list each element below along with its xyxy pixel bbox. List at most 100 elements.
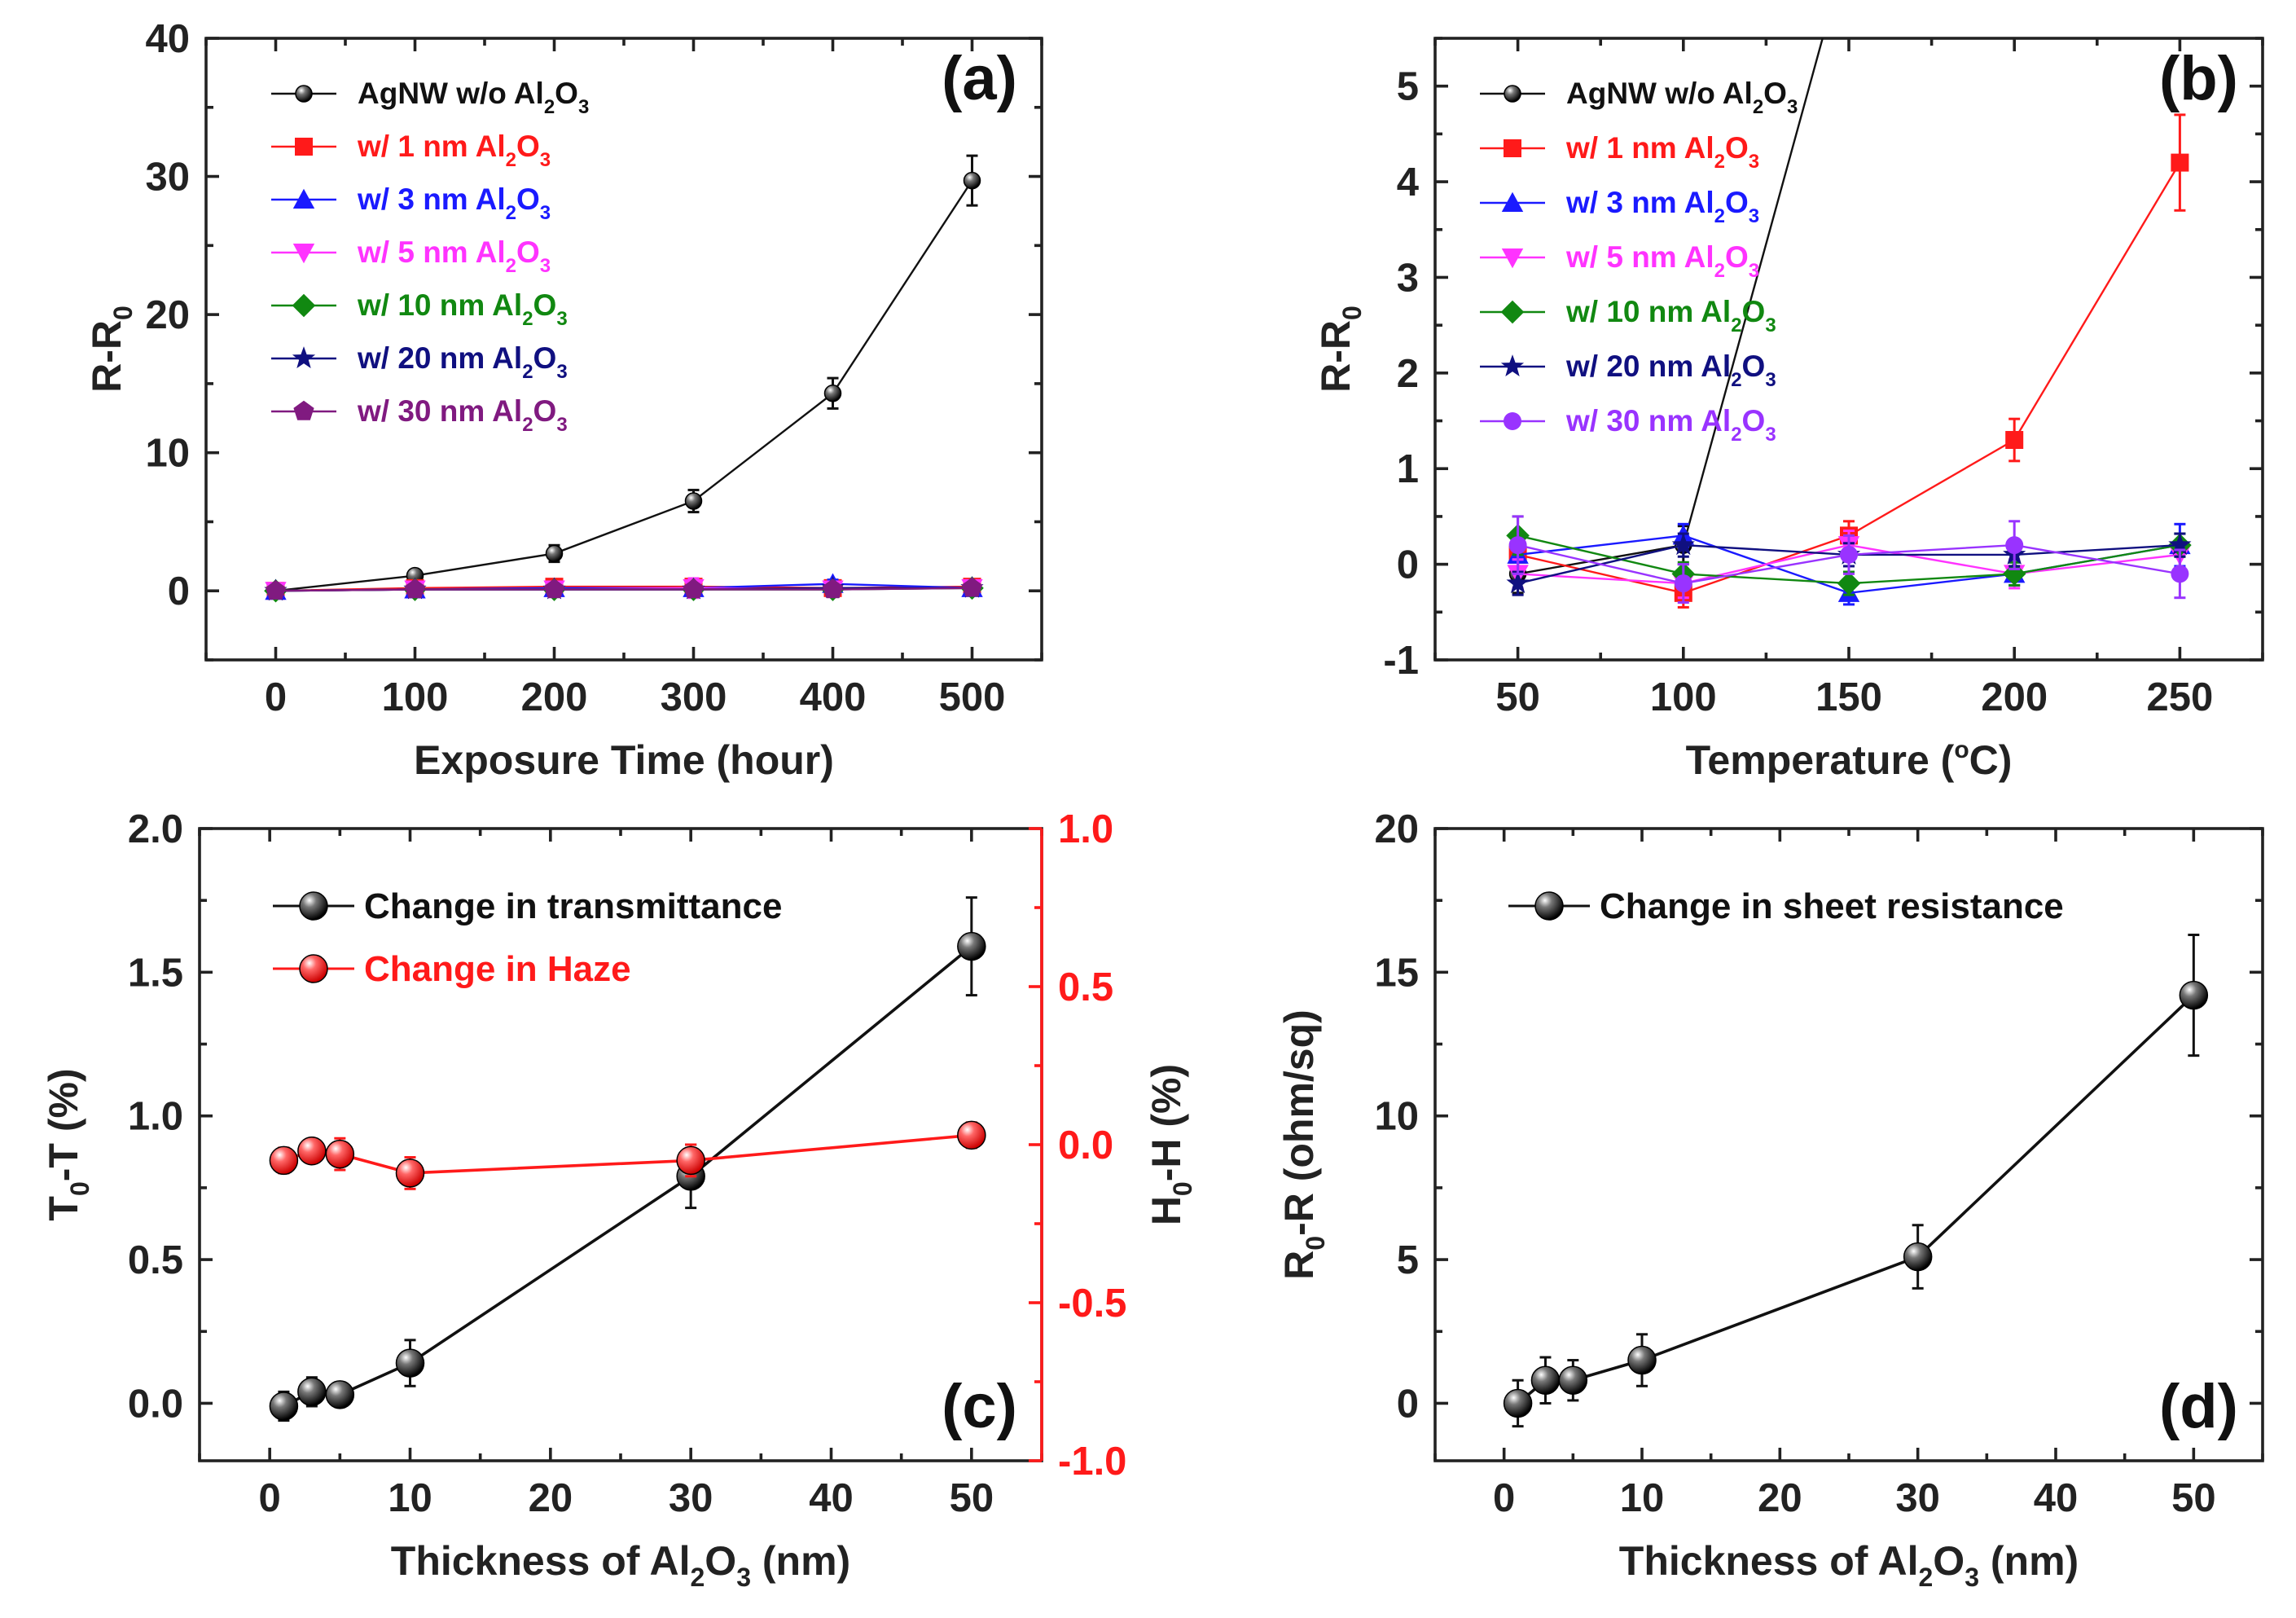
panel-d: 0 10 20 30 40 50 0 5 10 15 20 Thickness of Al2O3 (n…: [1276, 807, 2264, 1592]
x-axis-label: Exposure Time (hour): [414, 737, 834, 783]
x-tick-label: 200: [521, 675, 588, 719]
legend-marker: [1504, 412, 1521, 430]
panel-label: (a): [942, 44, 1017, 113]
data-point-0: [957, 931, 986, 961]
y-tick-label: 5: [1397, 1238, 1419, 1282]
data-point-6: [1508, 536, 1527, 555]
legend-label: AgNW w/o Al2O3: [1566, 77, 1798, 118]
data-point-1: [676, 1145, 705, 1176]
y-tick-label: 15: [1374, 951, 1419, 995]
legend-item: w/ 30 nm Al2O3: [1480, 404, 1776, 446]
legend-item: AgNW w/o Al2O3: [271, 77, 589, 118]
legend-item: Change in Haze: [273, 949, 631, 989]
data-point-1: [395, 1159, 425, 1188]
x-tick-label: 300: [661, 675, 727, 719]
data-point-6: [543, 578, 565, 599]
data-point-0: [684, 492, 703, 510]
y-axis-label: R0-R (ohm/sq): [1276, 1009, 1330, 1280]
legend-marker: [1500, 300, 1525, 324]
legend: AgNW w/o Al2O3 w/ 1 nm Al2O3 w/ 3 nm Al2O3…: [1480, 77, 1798, 446]
x-tick-label: 200: [1981, 675, 2048, 719]
data-point-1: [957, 1120, 986, 1150]
data-point-5: [1506, 571, 1530, 594]
series-line-1: [283, 1133, 972, 1175]
legend-marker: [1504, 139, 1521, 157]
plot-area: [264, 154, 984, 603]
x-tick-label: 0: [265, 675, 287, 719]
y-tick-label: 1: [1397, 447, 1419, 491]
legend-item: w/ 20 nm Al2O3: [271, 341, 568, 383]
data-point-6: [2005, 536, 2024, 555]
legend-item: AgNW w/o Al2O3: [1480, 77, 1798, 118]
x-tick-label: 100: [382, 675, 449, 719]
legend-label: w/ 10 nm Al2O3: [1565, 295, 1776, 336]
panel-label: (c): [942, 1372, 1017, 1441]
data-point-0: [1627, 1345, 1657, 1375]
legend-label: AgNW w/o Al2O3: [358, 77, 589, 118]
legend-label: w/ 3 nm Al2O3: [1565, 186, 1759, 227]
legend: Change in sheet resistance: [1508, 886, 2064, 926]
x-tick-label: 50: [1495, 675, 1540, 719]
plot-area: [269, 896, 986, 1422]
x-tick-label: 40: [2034, 1476, 2079, 1520]
data-point-0: [1558, 1365, 1588, 1395]
y-right-tick-label: 1.0: [1058, 807, 1113, 851]
x-tick-label: 20: [1758, 1476, 1802, 1520]
data-point-6: [683, 578, 705, 599]
legend-marker: [1534, 891, 1564, 921]
legend-marker: [295, 138, 313, 156]
y-tick-label: 5: [1397, 65, 1419, 109]
data-point-5: [2168, 533, 2192, 556]
data-point-0: [545, 544, 564, 563]
y-tick-label: 0: [168, 569, 190, 613]
legend-item: w/ 30 nm Al2O3: [271, 394, 568, 436]
legend-item: w/ 3 nm Al2O3: [1480, 186, 1759, 227]
y-tick-label: 1.0: [128, 1095, 183, 1139]
y-right-tick-label: -1.0: [1058, 1440, 1126, 1484]
x-tick-label: 20: [529, 1476, 573, 1520]
legend-marker: [292, 346, 316, 368]
y-tick-label: 10: [145, 432, 190, 476]
legend-label: w/ 1 nm Al2O3: [1565, 131, 1759, 173]
x-tick-label: 0: [259, 1476, 281, 1520]
data-point-0: [325, 1380, 355, 1409]
series-line-0: [275, 179, 973, 592]
y-right-axis-label: H0-H (%): [1144, 1064, 1197, 1225]
legend-marker: [292, 244, 315, 264]
x-tick-label: 250: [2147, 675, 2214, 719]
panel-c: 0 10 20 30 40 50 0.0 0.5 1.0 1.5 2.0 -1.0 -0.5 0.0 0.5…: [41, 807, 1197, 1592]
data-point-6: [961, 577, 983, 597]
y-axis-label: R-R0: [84, 306, 138, 393]
x-tick-label: 10: [388, 1476, 432, 1520]
legend-label: w/ 10 nm Al2O3: [357, 288, 568, 330]
legend-label: w/ 20 nm Al2O3: [357, 341, 568, 383]
series-line-0: [283, 945, 972, 1408]
y-right-tick-label: -0.5: [1058, 1282, 1126, 1326]
y-tick-label: 0: [1397, 1382, 1419, 1426]
x-tick-label: 40: [809, 1476, 854, 1520]
legend-label: w/ 30 nm Al2O3: [357, 394, 568, 436]
x-tick-label: 500: [939, 675, 1006, 719]
x-axis-label: Thickness of Al2O3 (nm): [1619, 1538, 2079, 1592]
y-tick-label: -1: [1383, 639, 1419, 683]
legend-marker: [292, 188, 315, 209]
legend-label: w/ 5 nm Al2O3: [1565, 240, 1759, 282]
data-point-1: [325, 1139, 355, 1169]
data-point-1: [2005, 431, 2024, 450]
data-point-0: [297, 1377, 327, 1407]
y-tick-label: 30: [145, 156, 190, 200]
y-tick-label: 1.5: [128, 951, 183, 995]
y-tick-label: 3: [1397, 256, 1419, 300]
y-right-tick-label: 0.0: [1058, 1123, 1113, 1167]
legend: Change in transmittance Change in Haze: [273, 886, 782, 989]
y-tick-label: 10: [1374, 1095, 1419, 1139]
data-point-0: [823, 385, 842, 402]
y-tick-label: 0.0: [128, 1382, 183, 1426]
plot-area: [1503, 934, 2209, 1428]
legend-marker: [1501, 248, 1524, 269]
legend-marker: [292, 293, 316, 318]
y-right-tick-label: 0.5: [1058, 965, 1113, 1009]
legend-item: w/ 20 nm Al2O3: [1480, 350, 1776, 391]
plot-frame: [204, 37, 1043, 662]
